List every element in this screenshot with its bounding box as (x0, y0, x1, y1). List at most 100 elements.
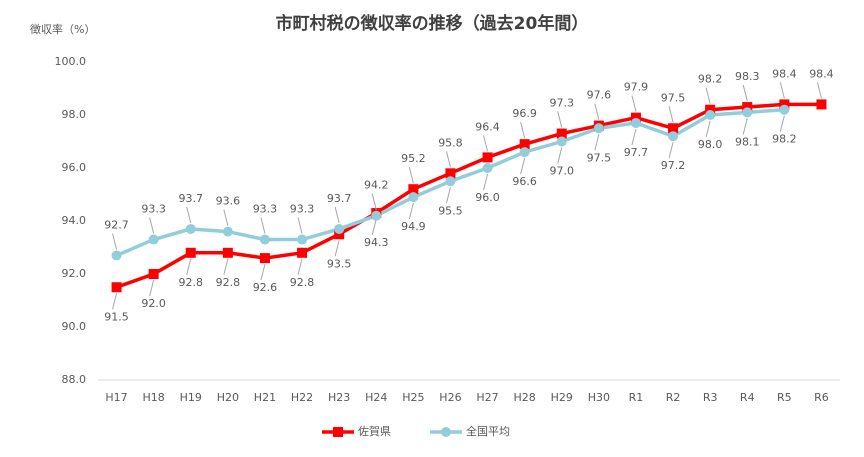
marker (148, 269, 159, 279)
y-tick-label: 90.0 (62, 320, 87, 333)
x-tick-label: H18 (143, 391, 165, 404)
data-label: 98.0 (698, 138, 723, 151)
legend-label: 佐賀県 (358, 424, 391, 438)
label-leader (186, 258, 192, 275)
marker (334, 229, 345, 240)
label-leader (557, 111, 563, 128)
data-label: 95.2 (401, 152, 426, 165)
x-tick-label: H30 (588, 391, 610, 404)
marker (408, 184, 419, 195)
marker (297, 247, 308, 258)
marker (111, 282, 122, 293)
label-leader (705, 87, 711, 104)
marker (222, 226, 233, 237)
label-leader (631, 128, 637, 146)
x-tick-label: H25 (402, 391, 424, 404)
marker (519, 139, 530, 150)
label-leader (631, 95, 637, 112)
marker (593, 123, 604, 134)
data-label: 94.9 (401, 220, 426, 233)
label-leader (742, 118, 748, 135)
label-leader (594, 134, 600, 151)
data-label: 95.8 (438, 136, 463, 149)
label-leader (816, 82, 822, 99)
marker (779, 104, 790, 115)
data-label: 97.5 (587, 151, 612, 164)
data-label: 93.3 (253, 203, 278, 216)
marker (445, 176, 456, 187)
x-tick-label: H28 (514, 391, 536, 404)
label-leader (445, 151, 451, 168)
data-label: 92.8 (216, 276, 241, 289)
data-label: 93.3 (141, 203, 166, 216)
marker (222, 247, 233, 258)
marker (705, 110, 716, 120)
label-leader (260, 217, 266, 234)
data-label: 94.2 (364, 179, 389, 192)
data-label: 97.2 (661, 159, 686, 172)
marker (630, 112, 641, 123)
label-leader (668, 142, 674, 159)
y-tick-label: 88.0 (62, 373, 87, 386)
data-label: 98.2 (772, 133, 797, 146)
label-leader (445, 187, 451, 204)
data-label: 92.6 (253, 281, 278, 294)
label-leader (112, 233, 118, 250)
label-leader (186, 206, 192, 224)
legend-label: 全国平均 (466, 424, 510, 438)
marker (408, 192, 419, 203)
x-tick-label: H19 (180, 391, 202, 404)
x-tick-label: R1 (629, 391, 644, 404)
data-label: 97.3 (550, 97, 575, 110)
data-label: 93.3 (290, 203, 315, 216)
marker (297, 234, 308, 245)
y-tick-label: 96.0 (62, 161, 87, 174)
data-label: 91.5 (104, 310, 129, 323)
label-leader (371, 193, 377, 210)
marker (111, 250, 122, 261)
marker (445, 168, 456, 179)
y-tick-label: 100.0 (55, 55, 87, 68)
data-label: 93.6 (216, 195, 241, 208)
label-leader (520, 122, 526, 139)
data-label: 93.7 (327, 192, 352, 205)
series-line (115, 102, 822, 289)
data-label: 92.8 (179, 276, 204, 289)
data-label: 95.5 (438, 204, 463, 217)
marker (148, 234, 159, 245)
marker (482, 163, 493, 173)
label-leader (779, 82, 785, 99)
label-leader (149, 217, 155, 234)
data-label: 96.9 (512, 107, 537, 120)
marker (556, 136, 567, 147)
x-tick-label: H22 (291, 391, 313, 404)
marker (259, 234, 270, 245)
marker (705, 104, 716, 115)
marker (816, 99, 827, 110)
data-label: 98.4 (809, 67, 834, 80)
x-tick-label: R4 (740, 391, 755, 404)
data-label: 97.5 (661, 91, 686, 104)
marker (185, 223, 196, 234)
marker (371, 210, 382, 221)
marker (742, 102, 753, 113)
data-label: 98.4 (772, 67, 797, 80)
label-leader (668, 106, 674, 123)
y-tick-label: 94.0 (62, 214, 87, 227)
data-label: 98.2 (698, 73, 723, 86)
data-label: 96.0 (475, 191, 500, 204)
label-leader (297, 258, 303, 275)
data-label: 96.6 (512, 175, 537, 188)
marker (519, 147, 530, 158)
label-leader (260, 263, 266, 281)
chart-title: 市町村税の徴収率の推移（過去20年間） (276, 13, 589, 34)
label-leader (557, 147, 563, 164)
data-label: 93.5 (327, 257, 352, 270)
x-tick-label: H24 (365, 391, 387, 404)
data-label: 98.3 (735, 70, 760, 83)
label-leader (483, 173, 489, 191)
legend-marker (441, 427, 451, 437)
label-leader (112, 293, 118, 310)
